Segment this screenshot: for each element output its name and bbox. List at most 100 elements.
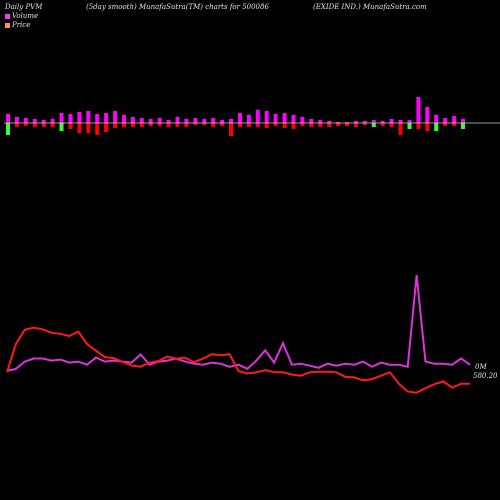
- volume-bar-down: [41, 123, 46, 127]
- volume-bar-down: [86, 123, 91, 133]
- volume-bar-up: [246, 115, 251, 123]
- volume-bar-down: [380, 123, 385, 126]
- volume-bar-down: [309, 123, 314, 127]
- volume-bar-green: [461, 123, 465, 129]
- volume-bar-up: [6, 114, 10, 123]
- chart-title-left: Daily PVM: [5, 3, 43, 11]
- legend-swatch-price: [5, 22, 10, 28]
- volume-bar-up: [148, 119, 153, 123]
- volume-bar-up: [416, 97, 421, 123]
- volume-bar-up: [193, 118, 198, 123]
- volume-bar-up: [211, 118, 216, 123]
- volume-bar-up: [68, 114, 73, 123]
- volume-bar-down: [389, 123, 394, 127]
- volume-bar-up: [282, 113, 287, 123]
- volume-bar-up: [461, 119, 465, 123]
- volume-bar-up: [113, 111, 118, 123]
- volume-bar-up: [14, 117, 19, 123]
- volume-bar-up: [264, 111, 269, 123]
- volume-bar-up: [389, 119, 394, 123]
- volume-bar-up: [353, 121, 358, 123]
- volume-bar-down: [122, 123, 126, 127]
- volume-bar-down: [362, 123, 367, 125]
- volume-bar-down: [425, 123, 430, 131]
- volume-bar-down: [345, 123, 349, 126]
- chart-title-center: (5day smooth) MunafaSutra(TM) charts for…: [86, 3, 269, 11]
- volume-bar-down: [68, 123, 73, 129]
- volume-bar-up: [452, 116, 457, 123]
- volume-bar-down: [202, 123, 207, 125]
- volume-bar-down: [193, 123, 198, 125]
- volume-bar-up: [362, 121, 367, 123]
- volume-bar-down: [77, 123, 82, 133]
- legend-item-volume: Volume: [5, 12, 38, 20]
- volume-bar-up: [336, 122, 341, 123]
- volume-bar-down: [273, 123, 278, 126]
- volume-bar-down: [32, 123, 37, 127]
- volume-bar-up: [327, 121, 332, 123]
- legend-label-price: Price: [12, 21, 31, 29]
- volume-bar-down: [130, 123, 135, 127]
- volume-bar-up: [434, 115, 439, 123]
- volume-bar-up: [32, 119, 37, 123]
- volume-bar-up: [157, 118, 162, 123]
- volume-bar-down: [23, 123, 28, 126]
- volume-bar-down: [353, 123, 358, 127]
- volume-bar-up: [130, 117, 135, 123]
- volume-bar-down: [238, 123, 242, 127]
- volume-bar-down: [166, 123, 171, 127]
- volume-bar-down: [139, 123, 144, 127]
- volume-bar-up: [291, 115, 296, 123]
- volume-bar-down: [50, 123, 55, 127]
- volume-bar-up: [202, 119, 207, 123]
- volume-bar-panel: [6, 97, 465, 136]
- volume-bar-down: [95, 123, 100, 135]
- volume-series-line: [6, 274, 471, 372]
- volume-bar-up: [407, 120, 412, 123]
- volume-bar-up: [300, 117, 305, 123]
- volume-bar-down: [157, 123, 162, 126]
- volume-bar-up: [443, 118, 448, 123]
- volume-bar-up: [41, 120, 46, 123]
- volume-bar-green: [434, 123, 439, 131]
- volume-bar-down: [148, 123, 153, 126]
- volume-bar-up: [122, 115, 126, 123]
- volume-bar-up: [184, 119, 189, 123]
- volume-bar-up: [398, 120, 403, 123]
- volume-bar-green: [59, 123, 64, 131]
- price-end-label: 580.20: [473, 372, 498, 380]
- volume-bar-up: [238, 113, 242, 123]
- volume-bar-down: [291, 123, 296, 129]
- volume-bar-down: [443, 123, 448, 126]
- volume-bar-down: [175, 123, 180, 127]
- volume-bar-down: [184, 123, 189, 127]
- volume-bar-down: [416, 123, 421, 129]
- volume-bar-up: [220, 120, 225, 123]
- volume-bar-down: [452, 123, 457, 126]
- volume-bar-up: [318, 120, 323, 123]
- volume-bar-down: [282, 123, 287, 128]
- volume-bar-down: [318, 123, 323, 127]
- volume-bar-up: [229, 119, 233, 123]
- volume-bar-up: [175, 117, 180, 123]
- volume-bar-up: [273, 114, 278, 123]
- volume-bar-up: [77, 112, 82, 123]
- volume-bar-green: [6, 123, 10, 135]
- volume-bar-up: [23, 118, 28, 123]
- volume-bar-up: [95, 114, 100, 123]
- volume-bar-down: [229, 123, 233, 136]
- volume-bar-down: [300, 123, 305, 126]
- volume-bar-up: [371, 120, 376, 123]
- volume-bar-down: [264, 123, 269, 128]
- volume-bar-up: [345, 122, 349, 123]
- volume-bar-down: [211, 123, 216, 127]
- volume-bar-down: [327, 123, 332, 127]
- volume-bar-up: [59, 113, 64, 123]
- volume-bar-down: [14, 123, 19, 127]
- legend-swatch-volume: [5, 13, 10, 19]
- volume-bar-green: [407, 123, 412, 129]
- volume-bar-up: [380, 121, 385, 123]
- volume-bar-down: [336, 123, 341, 126]
